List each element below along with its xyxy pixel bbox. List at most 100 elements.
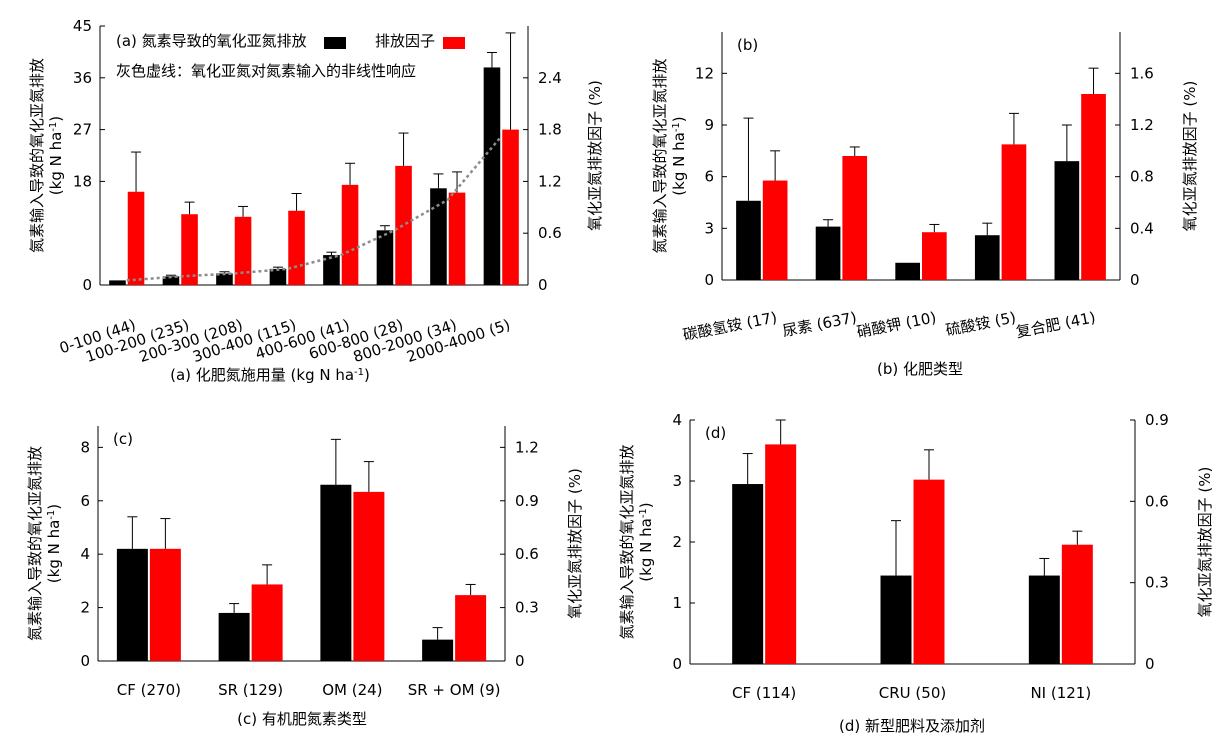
category-label: 硫酸铵 (5) xyxy=(944,308,1017,339)
panel-caption: (c) 有机肥氮素类型 xyxy=(237,710,367,728)
bar-direct xyxy=(422,639,454,661)
caption-end: ) xyxy=(364,366,370,384)
right-tick-label: 0.3 xyxy=(1145,574,1169,592)
bar-direct xyxy=(376,230,394,285)
bar-ef xyxy=(842,156,868,280)
unit-text: (kg N ha xyxy=(47,132,65,196)
category-label: NI (121) xyxy=(1030,684,1091,702)
bar-direct xyxy=(216,273,233,285)
y-axis-unit-left: (kg N ha-1) xyxy=(45,504,63,583)
trend-line xyxy=(126,135,503,282)
category-label: SR (129) xyxy=(218,681,283,699)
bar-direct xyxy=(736,200,761,280)
unit-superscript: -1 xyxy=(46,510,57,520)
right-tick-label: 1.8 xyxy=(538,121,562,139)
bar-ef xyxy=(502,129,519,285)
category-label: 碳酸氢铵 (17) xyxy=(681,308,778,344)
left-tick-label: 3 xyxy=(704,219,714,237)
chart-panel-3: 0 2 4 6 8 0 0.3 0.6 0.9 1.2 CF (270) SR (129) OM (24… xyxy=(26,426,584,728)
bar-ef xyxy=(1061,544,1093,664)
y-axis-label-right: 氧化亚氮排放因子 (%) xyxy=(1181,81,1199,232)
left-tick-label: 1 xyxy=(672,594,682,612)
legend-note: 灰色虚线：氧化亚氮对氮素输入的非线性响应 xyxy=(116,62,416,80)
right-tick-label: 0 xyxy=(538,276,548,294)
left-tick-label: 2 xyxy=(672,533,682,551)
left-tick-label: 6 xyxy=(704,168,714,186)
left-tick-label: 12 xyxy=(695,64,714,82)
left-tick-label: 6 xyxy=(80,492,90,510)
unit-superscript: -1 xyxy=(638,508,649,518)
y-axis-unit-left: (kg N ha-1) xyxy=(670,116,688,195)
y-axis-label-left: 氮素输入导致的氧化亚氮排放 xyxy=(28,58,46,253)
left-tick-label: 0 xyxy=(672,655,682,673)
bar-ef xyxy=(455,595,487,661)
right-tick-label: 2.4 xyxy=(538,69,562,87)
left-tick-label: 9 xyxy=(704,116,714,134)
left-tick-label: 2 xyxy=(80,599,90,617)
category-label: SR + OM (9) xyxy=(408,681,501,699)
bar-ef xyxy=(127,191,145,285)
bar-direct xyxy=(323,255,340,285)
legend-label-ef: 排放因子 xyxy=(375,32,435,50)
bar-ef xyxy=(765,444,797,664)
bar-direct xyxy=(483,67,501,285)
chart-panel-2: 0 3 6 9 12 0 0.4 0.8 1.2 1.6 碳酸氢铵 (17) 尿素 (637)硝酸钾 … xyxy=(651,32,1199,378)
caption-text: (a) 化肥氮施用量 (kg N ha xyxy=(170,366,354,384)
y-axis-unit-left: (kg N ha-1) xyxy=(637,502,655,581)
panel-caption: (a) 化肥氮施用量 (kg N ha-1) xyxy=(170,366,370,384)
right-tick-label: 0.9 xyxy=(1145,411,1169,429)
right-tick-label: 0 xyxy=(515,652,525,670)
bar-ef xyxy=(149,548,181,661)
bar-ef xyxy=(1001,144,1027,280)
bar-ef xyxy=(395,165,412,285)
right-tick-label: 1.6 xyxy=(1130,64,1154,82)
y-axis-label-left: 氮素输入导致的氧化亚氮排放 xyxy=(618,444,636,639)
bar-ef xyxy=(251,584,283,661)
bar-direct xyxy=(1054,161,1080,280)
bar-direct xyxy=(1028,575,1060,664)
y-axis-label-right: 氧化亚氮排放因子 (%) xyxy=(1196,467,1214,618)
caption-superscript: -1 xyxy=(354,367,364,378)
legend-swatch-ef xyxy=(443,37,465,49)
bar-ef xyxy=(288,210,305,285)
right-tick-label: 0.6 xyxy=(538,224,562,242)
category-label: CF (114) xyxy=(732,684,796,702)
category-label: 复合肥 (41) xyxy=(1014,308,1097,341)
y-axis-label-left: 氮素输入导致的氧化亚氮排放 xyxy=(26,446,44,641)
category-label: CF (270) xyxy=(117,681,181,699)
bar-direct xyxy=(218,612,250,661)
unit-superscript: -1 xyxy=(48,122,59,132)
bar-ef xyxy=(913,479,945,664)
unit-text: (kg N ha xyxy=(637,518,655,582)
bar-direct xyxy=(974,235,1000,280)
bar-ef xyxy=(341,184,359,285)
panel-tag: (d) xyxy=(705,424,726,442)
unit-end: ) xyxy=(45,504,63,510)
left-tick-label: 27 xyxy=(73,121,92,139)
y-axis-unit-left: (kg N ha-1) xyxy=(47,116,65,195)
left-tick-label: 45 xyxy=(73,17,92,35)
y-axis-label-right: 氧化亚氮排放因子 (%) xyxy=(586,80,604,231)
bar-ef xyxy=(181,214,198,285)
right-tick-label: 0.4 xyxy=(1130,219,1154,237)
left-tick-label: 8 xyxy=(80,438,90,456)
bar-direct xyxy=(815,226,841,280)
unit-superscript: -1 xyxy=(671,122,682,132)
left-tick-label: 4 xyxy=(80,545,90,563)
panel-tag: (b) xyxy=(737,36,758,54)
bar-ef xyxy=(353,491,385,661)
category-label: 硝酸钾 (10) xyxy=(855,308,938,341)
bar-ef xyxy=(762,180,788,280)
category-label: 尿素 (637) xyxy=(781,308,858,340)
unit-end: ) xyxy=(637,502,655,508)
legend-label-direct: (a) 氮素导致的氧化亚氮排放 xyxy=(116,32,307,50)
category-label: CRU (50) xyxy=(879,684,946,702)
unit-end: ) xyxy=(47,116,65,122)
y-axis-label-left: 氮素输入导致的氧化亚氮排放 xyxy=(651,58,669,253)
unit-text: (kg N ha xyxy=(670,132,688,196)
unit-text: (kg N ha xyxy=(45,520,63,584)
right-tick-label: 0.3 xyxy=(515,599,539,617)
bar-direct xyxy=(732,484,764,664)
category-label: OM (24) xyxy=(322,681,382,699)
